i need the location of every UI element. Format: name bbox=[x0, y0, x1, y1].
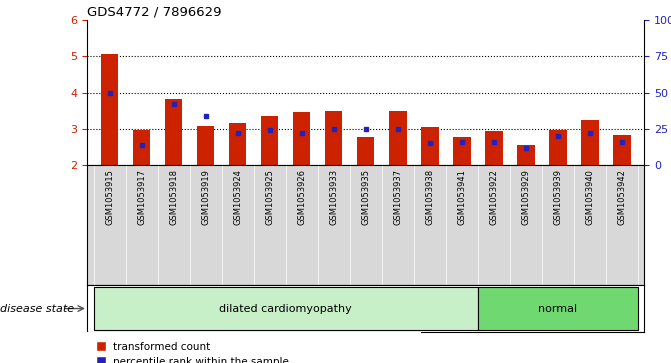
Text: GSM1053925: GSM1053925 bbox=[265, 169, 274, 225]
Text: GSM1053933: GSM1053933 bbox=[329, 169, 338, 225]
Bar bbox=[453, 137, 470, 165]
Text: GSM1053924: GSM1053924 bbox=[233, 169, 242, 225]
Bar bbox=[293, 112, 311, 165]
Bar bbox=[261, 116, 278, 165]
Text: GSM1053922: GSM1053922 bbox=[489, 169, 499, 225]
Bar bbox=[165, 99, 183, 165]
Text: GSM1053937: GSM1053937 bbox=[393, 169, 402, 225]
Bar bbox=[325, 111, 342, 165]
Text: normal: normal bbox=[538, 303, 577, 314]
Text: GSM1053929: GSM1053929 bbox=[521, 169, 530, 225]
Bar bbox=[389, 111, 407, 165]
Text: GSM1053919: GSM1053919 bbox=[201, 169, 210, 225]
FancyBboxPatch shape bbox=[478, 287, 637, 330]
Bar bbox=[517, 145, 535, 165]
Text: GSM1053942: GSM1053942 bbox=[617, 169, 626, 225]
Text: dilated cardiomyopathy: dilated cardiomyopathy bbox=[219, 303, 352, 314]
Legend: transformed count, percentile rank within the sample: transformed count, percentile rank withi… bbox=[93, 337, 293, 363]
Text: GSM1053918: GSM1053918 bbox=[169, 169, 178, 225]
Bar bbox=[549, 130, 566, 165]
Bar bbox=[229, 123, 246, 165]
Text: GSM1053939: GSM1053939 bbox=[554, 169, 562, 225]
FancyBboxPatch shape bbox=[94, 287, 478, 330]
Bar bbox=[581, 120, 599, 165]
Bar bbox=[133, 130, 150, 165]
Text: disease state: disease state bbox=[0, 303, 74, 314]
Bar bbox=[197, 126, 215, 165]
Bar bbox=[485, 131, 503, 165]
Bar bbox=[613, 135, 631, 165]
Text: GSM1053917: GSM1053917 bbox=[137, 169, 146, 225]
Text: GSM1053941: GSM1053941 bbox=[457, 169, 466, 225]
Text: GSM1053938: GSM1053938 bbox=[425, 169, 434, 225]
Text: GSM1053926: GSM1053926 bbox=[297, 169, 306, 225]
Bar bbox=[357, 137, 374, 165]
Text: GSM1053940: GSM1053940 bbox=[585, 169, 595, 225]
Text: GSM1053915: GSM1053915 bbox=[105, 169, 114, 225]
Text: GSM1053935: GSM1053935 bbox=[361, 169, 370, 225]
Bar bbox=[101, 54, 119, 165]
Text: GDS4772 / 7896629: GDS4772 / 7896629 bbox=[87, 6, 221, 19]
Bar bbox=[421, 127, 439, 165]
